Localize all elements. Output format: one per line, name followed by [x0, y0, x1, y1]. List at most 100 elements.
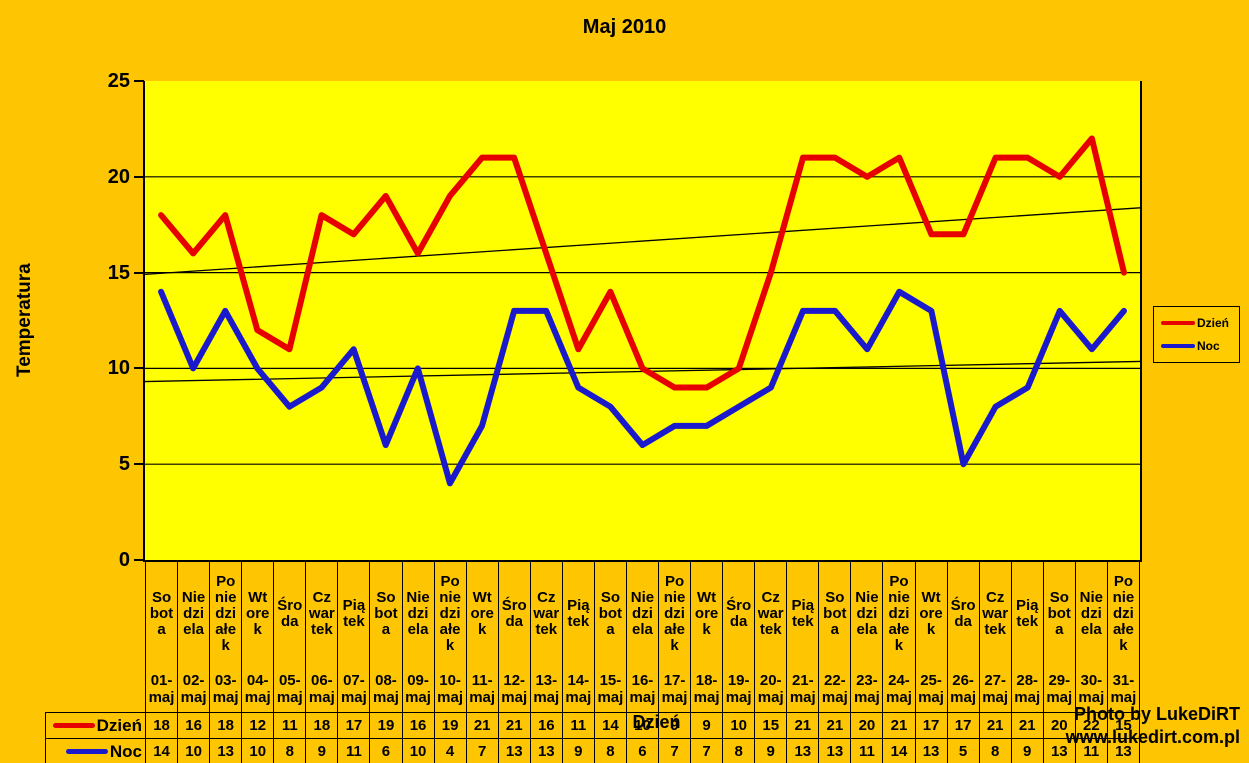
weekday-label-line: k: [221, 637, 230, 654]
weekday-label-line: Pią: [1015, 597, 1039, 614]
date-label-line: 27-: [984, 672, 1006, 689]
table-row-legend-cell: Noc: [46, 739, 146, 763]
weekday-label: Wt ore k: [242, 562, 273, 666]
x-axis-category-07-maj: Pią tek 07- maj: [338, 562, 371, 712]
weekday-label-line: Nie: [181, 589, 206, 606]
date-label-line: maj: [212, 689, 239, 706]
weekday-label: So bot a: [370, 562, 401, 666]
date-label-line: 07-: [343, 672, 365, 689]
x-axis-category-28-maj: Pią tek 28- maj: [1012, 562, 1044, 712]
weekday-label-line: Po: [440, 573, 460, 590]
table-cell-dzien-11-maj: 21: [467, 713, 499, 738]
date-label-line: 22-: [824, 672, 846, 689]
weekday-label-line: a: [1055, 621, 1064, 638]
y-tick-label-0: 0: [118, 549, 130, 571]
date-label: 18- maj: [691, 666, 722, 712]
x-axis-category-22-maj: So bot a 22- maj: [819, 562, 852, 712]
date-label: 30- maj: [1076, 666, 1107, 712]
date-label-line: 01-: [150, 672, 173, 689]
date-label-line: maj: [1046, 689, 1073, 706]
weekday-label-line: Wt: [921, 589, 941, 606]
weekday-label-line: tek: [791, 613, 814, 630]
weekday-label-line: tek: [567, 613, 590, 630]
y-tick-mark-20: [134, 175, 144, 178]
table-cell-noc-19-maj: 8: [723, 739, 756, 763]
weekday-label-line: dzi: [1112, 605, 1134, 622]
weekday-label-line: k: [253, 621, 262, 638]
plot-right-border: [1140, 81, 1142, 562]
weekday-label: Po nie dzi ałe k: [659, 562, 690, 666]
weekday-label: So bot a: [595, 562, 626, 666]
date-label-line: 25-: [920, 672, 942, 689]
date-label-line: 14-: [567, 672, 590, 689]
date-label-line: maj: [1110, 689, 1137, 706]
weekday-label-line: Wt: [248, 589, 268, 606]
date-label-line: 09-: [407, 672, 429, 689]
weekday-label: Po nie dzi ałe k: [210, 562, 241, 666]
x-axis-category-23-maj: Nie dzi ela 23- maj: [851, 562, 884, 712]
table-cell-noc-03-maj: 13: [210, 739, 243, 763]
date-label-line: maj: [565, 689, 592, 706]
table-cell-dzien-05-maj: 11: [274, 713, 307, 738]
date-label-line: maj: [437, 689, 464, 706]
table-cell-dzien-16-maj: 10: [627, 713, 659, 738]
date-label: 09- maj: [403, 666, 434, 712]
date-label-line: 10-: [439, 672, 461, 689]
table-cell-noc-01-maj: 14: [146, 739, 179, 763]
x-axis-category-21-maj: Pią tek 21- maj: [787, 562, 820, 712]
table-row-legend-cell: Dzień: [46, 713, 146, 738]
date-label-line: maj: [725, 689, 752, 706]
x-axis-category-24-maj: Po nie dzi ałe k 24- maj: [883, 562, 916, 712]
table-cell-noc-29-maj: 13: [1044, 739, 1076, 763]
table-cell-noc-24-maj: 14: [883, 739, 916, 763]
date-label-line: 12-: [503, 672, 526, 689]
weekday-label-line: dzi: [856, 605, 878, 622]
table-cell-noc-18-maj: 7: [691, 739, 724, 763]
table-cell-dzien-29-maj: 20: [1044, 713, 1076, 738]
table-cell-noc-31-maj: 13: [1108, 739, 1140, 763]
weekday-label-line: nie: [663, 589, 686, 606]
weekday-label-line: So: [1049, 589, 1069, 606]
x-axis-category-04-maj: Wt ore k 04- maj: [242, 562, 275, 712]
weekday-label: Cz war tek: [306, 562, 337, 666]
weekday-label-line: da: [729, 613, 748, 630]
date-label-line: 06-: [311, 672, 333, 689]
x-axis-line: [143, 560, 1142, 562]
date-label: 14- maj: [563, 666, 594, 712]
weekday-label: Pią tek: [563, 562, 594, 666]
date-label-line: maj: [693, 689, 720, 706]
x-axis-category-10-maj: Po nie dzi ałe k 10- maj: [435, 562, 467, 712]
table-cell-dzien-18-maj: 9: [691, 713, 724, 738]
noc-line: [158, 288, 1127, 487]
date-label-line: maj: [276, 689, 303, 706]
weekday-label: So bot a: [819, 562, 850, 666]
weekday-label: Nie dzi ela: [627, 562, 658, 666]
table-cell-dzien-28-maj: 21: [1012, 713, 1044, 738]
weekday-label-line: war: [308, 605, 335, 622]
date-label-line: 29-: [1048, 672, 1071, 689]
date-label: 21- maj: [787, 666, 818, 712]
x-axis-category-16-maj: Nie dzi ela 16- maj: [627, 562, 659, 712]
table-cell-dzien-20-maj: 15: [755, 713, 788, 738]
date-label-line: maj: [373, 689, 399, 706]
weekday-label-line: Śro: [277, 597, 303, 614]
date-label-line: maj: [1078, 689, 1105, 706]
weekday-label-line: ore: [470, 605, 494, 622]
date-label: 11- maj: [467, 666, 498, 712]
dzien-line-swatch-icon: [1161, 321, 1195, 325]
date-label: 26- maj: [948, 666, 979, 712]
date-label: 05- maj: [274, 666, 305, 712]
x-axis-category-15-maj: So bot a 15- maj: [595, 562, 627, 712]
date-label-line: 17-: [663, 672, 686, 689]
table-cell-noc-06-maj: 9: [306, 739, 339, 763]
weekday-label-line: a: [830, 621, 840, 638]
x-axis-category-30-maj: Nie dzi ela 30- maj: [1076, 562, 1108, 712]
weekday-label-line: tek: [759, 621, 782, 638]
table-cell-noc-16-maj: 6: [627, 739, 659, 763]
date-label-line: maj: [789, 689, 816, 706]
date-label-line: maj: [950, 689, 977, 706]
weekday-label-line: Śro: [501, 597, 527, 614]
table-cell-noc-25-maj: 13: [916, 739, 948, 763]
weekday-label-line: k: [702, 621, 711, 638]
weekday-label-line: bot: [149, 605, 174, 622]
